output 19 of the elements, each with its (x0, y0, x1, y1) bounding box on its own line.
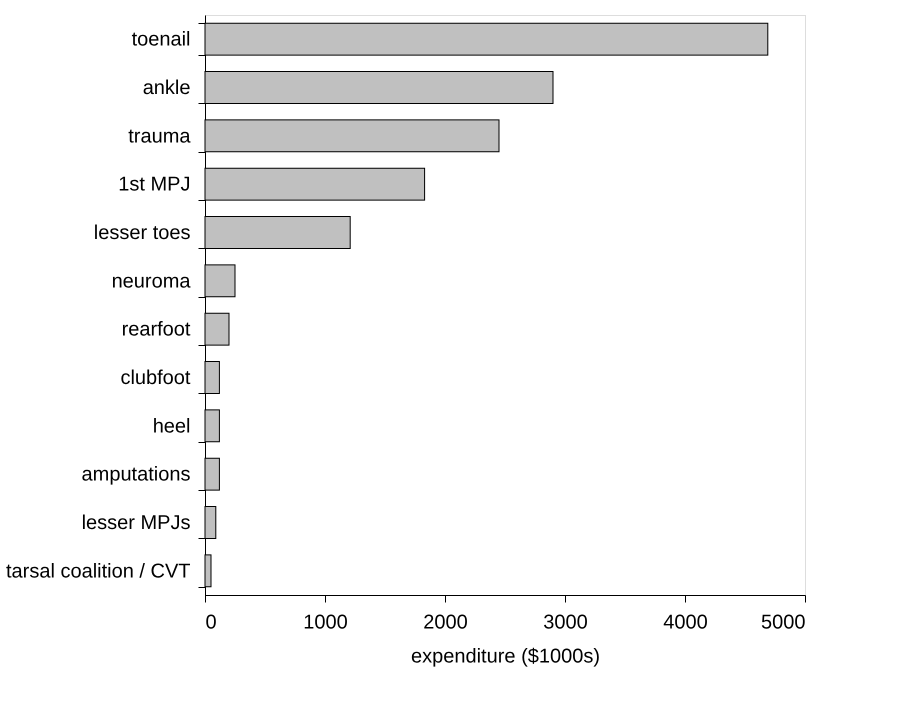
y-tick-label: tarsal coalition / CVT (6, 560, 190, 582)
y-tick-label: heel (152, 415, 190, 438)
x-tick-label: 4000 (663, 612, 708, 634)
x-tick-label: 1000 (303, 612, 348, 634)
y-tick-label: lesser toes (94, 222, 190, 244)
y-tick-label: clubfoot (120, 367, 191, 389)
y-tick-label: rearfoot (122, 318, 191, 341)
y-tick-label: ankle (142, 77, 190, 99)
x-tick-label: 3000 (543, 612, 588, 634)
y-tick-label: toenail (132, 28, 190, 51)
x-axis-title: expenditure ($1000s) (410, 646, 600, 668)
x-tick-label: 2000 (423, 612, 468, 634)
y-tick-label: amputations (82, 464, 190, 486)
y-tick-label: trauma (128, 125, 192, 148)
x-tick-label: 5000 (761, 612, 806, 634)
y-tick-label: neuroma (112, 270, 192, 292)
y-tick-label: 1st MPJ (118, 174, 190, 196)
y-tick-label: lesser MPJs (82, 512, 190, 534)
x-tick-label: 0 (206, 612, 217, 634)
